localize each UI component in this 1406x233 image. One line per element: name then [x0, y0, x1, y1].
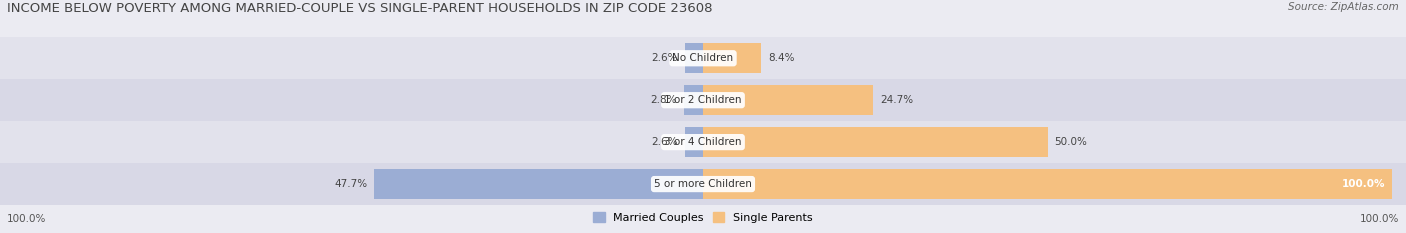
Text: 8.4%: 8.4% [768, 53, 794, 63]
Text: 1 or 2 Children: 1 or 2 Children [664, 95, 742, 105]
Text: 2.6%: 2.6% [652, 137, 678, 147]
Bar [703, 43, 761, 73]
Text: 50.0%: 50.0% [1054, 137, 1087, 147]
Bar [0, 37, 1406, 79]
Bar [0, 79, 1406, 121]
Text: 100.0%: 100.0% [7, 214, 46, 224]
Text: 24.7%: 24.7% [880, 95, 914, 105]
Bar [703, 127, 1047, 157]
Bar [374, 169, 703, 199]
Text: 100.0%: 100.0% [1341, 179, 1385, 189]
Bar [703, 169, 1392, 199]
Text: 100.0%: 100.0% [1360, 214, 1399, 224]
Bar [685, 43, 703, 73]
Text: Source: ZipAtlas.com: Source: ZipAtlas.com [1288, 2, 1399, 12]
Bar [683, 85, 703, 115]
Text: INCOME BELOW POVERTY AMONG MARRIED-COUPLE VS SINGLE-PARENT HOUSEHOLDS IN ZIP COD: INCOME BELOW POVERTY AMONG MARRIED-COUPL… [7, 2, 713, 15]
Legend: Married Couples, Single Parents: Married Couples, Single Parents [592, 210, 814, 225]
Text: 5 or more Children: 5 or more Children [654, 179, 752, 189]
Text: 3 or 4 Children: 3 or 4 Children [664, 137, 742, 147]
Bar [0, 163, 1406, 205]
Bar [703, 85, 873, 115]
Text: 47.7%: 47.7% [335, 179, 367, 189]
Bar [0, 121, 1406, 163]
Text: 2.6%: 2.6% [652, 53, 678, 63]
Bar [685, 127, 703, 157]
Text: 2.8%: 2.8% [651, 95, 676, 105]
Text: No Children: No Children [672, 53, 734, 63]
